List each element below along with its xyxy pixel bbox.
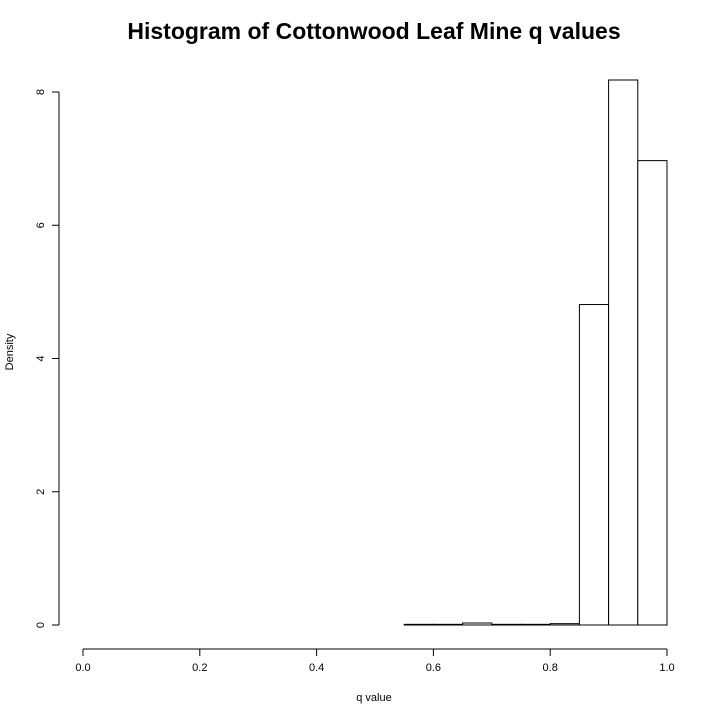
- histogram-bar: [462, 622, 493, 626]
- histogram-bar: [403, 623, 434, 626]
- chart-title: Histogram of Cottonwood Leaf Mine q valu…: [127, 18, 620, 44]
- histogram-bar: [549, 623, 580, 626]
- histogram-bar: [578, 304, 610, 626]
- y-axis-label: Density: [4, 333, 16, 370]
- x-tick-label: 0.6: [426, 662, 441, 674]
- histogram-bar: [491, 623, 522, 626]
- histogram-bar: [520, 623, 551, 626]
- y-tick-label: 4: [35, 355, 47, 361]
- histogram-bar: [637, 160, 668, 626]
- histogram-bar: [432, 623, 464, 626]
- histogram-bars: [403, 79, 668, 626]
- y-tick-label: 2: [35, 489, 47, 495]
- x-tick-label: 0.8: [543, 662, 558, 674]
- x-axis-label: q value: [356, 692, 391, 704]
- x-tick-label: 1.0: [659, 662, 674, 674]
- x-axis: 0.0 0.2 0.4 0.6 0.8 1.0: [75, 648, 675, 674]
- x-tick-label: 0.2: [192, 662, 207, 674]
- y-axis: 0 2 4 6 8: [35, 89, 60, 628]
- y-tick-label: 8: [35, 89, 47, 95]
- histogram-bar: [608, 79, 639, 626]
- y-tick-label: 0: [35, 622, 47, 628]
- x-tick-label: 0.0: [75, 662, 90, 674]
- y-tick-label: 6: [35, 222, 47, 228]
- x-tick-label: 0.4: [309, 662, 324, 674]
